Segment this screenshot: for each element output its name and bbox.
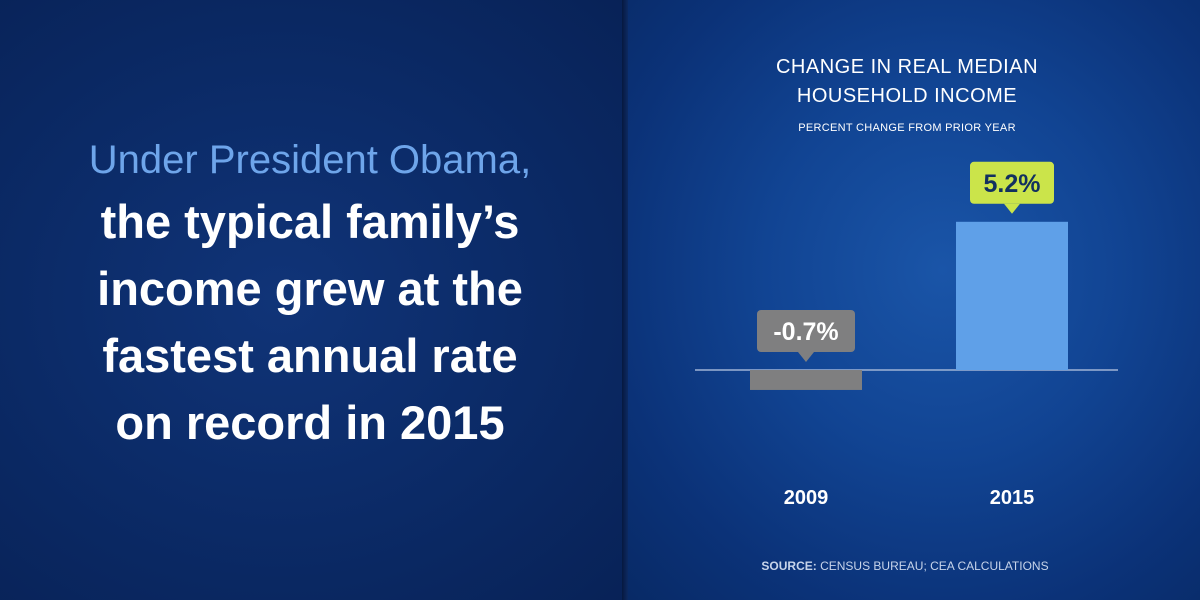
data-label-box-2015 <box>970 161 1054 204</box>
chart-subtitle: PERCENT CHANGE FROM PRIOR YEAR <box>798 122 1016 134</box>
data-label-pointer-2015 <box>1004 203 1020 214</box>
data-label-pointer-2009 <box>798 352 814 362</box>
source-prefix: SOURCE: <box>761 559 816 573</box>
data-label-box-2009 <box>757 310 855 352</box>
x-tick-label-2015: 2015 <box>990 487 1035 509</box>
chart-panel <box>628 0 1200 600</box>
chart-title-line-2: HOUSEHOLD INCOME <box>797 85 1017 107</box>
headline: Under President Obama, the typical famil… <box>30 132 590 456</box>
x-tick-label-2009: 2009 <box>784 487 829 509</box>
panel-divider <box>622 0 628 600</box>
bar-2015 <box>956 221 1068 370</box>
data-label-2015: 5.2% <box>984 170 1041 198</box>
bar-2009 <box>750 370 862 390</box>
chart-marks: -0.7% 2009 5.2% 2015 <box>695 161 1118 509</box>
source-note: SOURCE: CENSUS BUREAU; CEA CALCULATIONS <box>761 559 1048 573</box>
left-panel <box>0 0 622 600</box>
headline-body: the typical family’s income grew at the … <box>97 195 523 449</box>
source-text: CENSUS BUREAU; CEA CALCULATIONS <box>817 559 1049 573</box>
headline-lead: Under President Obama, <box>88 138 532 182</box>
chart-title-line-1: CHANGE IN REAL MEDIAN <box>776 56 1038 78</box>
data-label-2009: -0.7% <box>773 318 838 346</box>
